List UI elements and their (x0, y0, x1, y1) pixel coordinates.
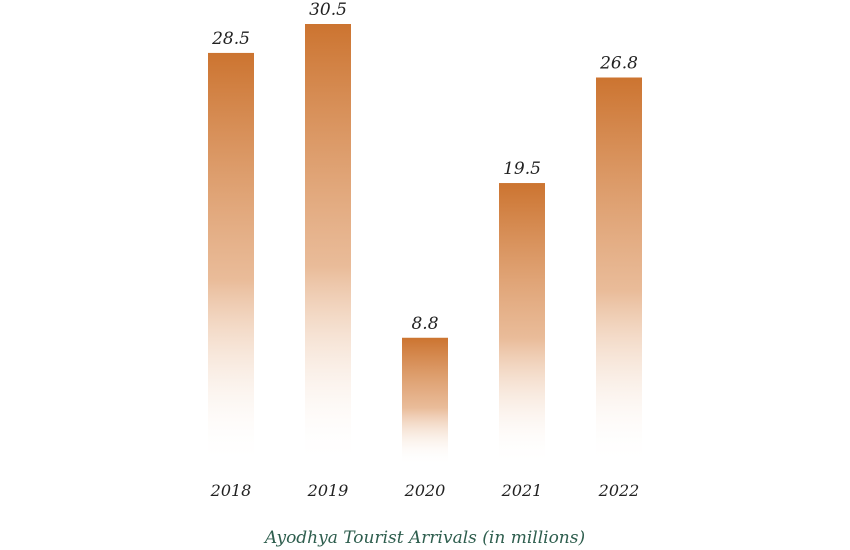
data-label-2020: 8.8 (411, 314, 438, 334)
data-label-2018: 28.5 (211, 29, 250, 49)
data-label-2021: 19.5 (503, 159, 541, 179)
x-tick-label-2022: 2022 (598, 481, 640, 500)
bars-group (208, 24, 642, 466)
x-tick-label-2021: 2021 (501, 481, 543, 500)
bar-2019 (305, 24, 351, 465)
x-tick-label-2020: 2020 (404, 481, 446, 500)
x-tick-label-2018: 2018 (210, 481, 252, 500)
bar-2022 (596, 77, 642, 466)
bar-2018 (208, 52, 254, 466)
bar-2020 (402, 337, 448, 465)
data-label-2019: 30.5 (309, 0, 347, 20)
x-tick-label-2019: 2019 (307, 481, 349, 500)
chart-title: Ayodhya Tourist Arrivals (in millions) (263, 528, 585, 548)
value-labels-group: 28.5 30.5 8.8 19.5 26.8 (211, 0, 638, 334)
data-label-2022: 26.8 (599, 53, 638, 73)
bar-2021 (499, 183, 545, 465)
x-axis-tick-labels: 2018 2019 2020 2021 2022 (210, 481, 640, 500)
